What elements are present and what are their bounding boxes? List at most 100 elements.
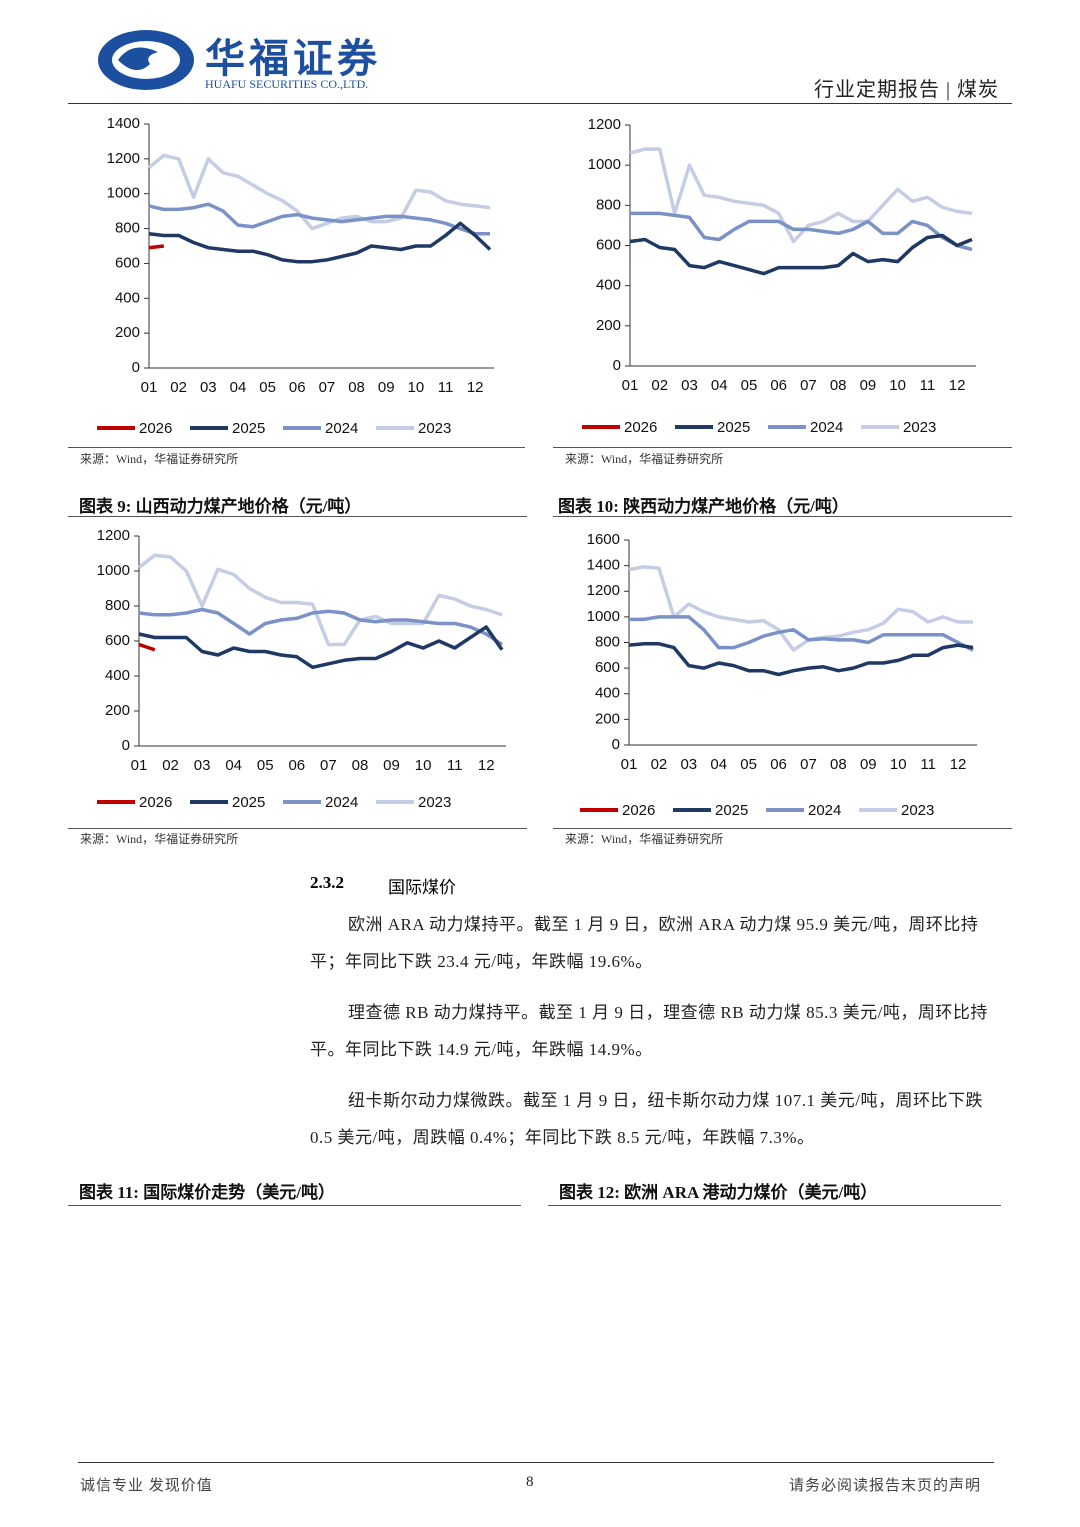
x-tick-label: 08 (830, 756, 847, 773)
rule (553, 828, 1012, 829)
paragraph: 纽卡斯尔动力煤微跌。截至 1 月 9 日，纽卡斯尔动力煤 107.1 美元/吨，… (310, 1091, 983, 1147)
footer-right: 请务必阅读报告末页的声明 (789, 1478, 982, 1494)
y-tick-label: 400 (105, 667, 130, 684)
x-tick-label: 07 (800, 377, 817, 394)
rule (68, 516, 527, 517)
series-line (630, 211, 973, 252)
y-tick-label: 1200 (107, 150, 140, 167)
x-tick-label: 11 (920, 377, 936, 394)
x-tick-label: 09 (860, 377, 877, 394)
x-tick-label: 02 (651, 377, 668, 394)
rule (553, 447, 1012, 448)
y-tick-label: 1600 (587, 531, 620, 548)
series-line (137, 553, 503, 647)
legend-label: 2025 (715, 802, 748, 819)
x-tick-label: 10 (415, 757, 432, 774)
x-tick-label: 11 (920, 756, 936, 773)
y-tick-label: 0 (132, 359, 140, 376)
y-tick-label: 1400 (107, 115, 140, 132)
source: 来源：Wind，华福证券研究所 (565, 452, 724, 466)
legend-label: 2026 (624, 419, 657, 436)
y-tick-label: 0 (613, 357, 621, 374)
y-tick-label: 600 (115, 254, 140, 271)
page-number: 8 (526, 1474, 534, 1490)
x-tick-label: 03 (681, 377, 698, 394)
x-tick-label: 10 (890, 756, 907, 773)
legend-label: 2023 (903, 419, 936, 436)
rule (553, 516, 1012, 517)
x-tick-label: 04 (711, 377, 728, 394)
y-tick-label: 400 (595, 685, 620, 702)
x-tick-label: 02 (162, 757, 179, 774)
series-line (628, 565, 973, 652)
x-tick-label: 01 (621, 756, 638, 773)
x-tick-label: 07 (319, 379, 336, 396)
legend-label: 2025 (717, 419, 750, 436)
x-tick-label: 05 (741, 377, 758, 394)
x-tick-label: 10 (408, 379, 425, 396)
x-tick-label: 01 (622, 377, 639, 394)
x-tick-label: 06 (288, 757, 305, 774)
x-tick-label: 03 (200, 379, 217, 396)
x-tick-label: 11 (447, 757, 463, 774)
legend-label: 2024 (808, 802, 841, 819)
y-tick-label: 800 (596, 196, 621, 213)
legend-label: 2025 (232, 420, 265, 437)
legend-label: 2026 (622, 802, 655, 819)
y-tick-label: 400 (596, 277, 621, 294)
paragraph: 欧洲 ARA 动力煤持平。截至 1 月 9 日，欧洲 ARA 动力煤 95.9 … (310, 915, 979, 971)
logo (98, 30, 194, 90)
y-tick-label: 200 (596, 317, 621, 334)
x-tick-label: 02 (170, 379, 187, 396)
x-tick-label: 09 (860, 756, 877, 773)
legend-label: 2023 (418, 420, 451, 437)
source: 来源：Wind，华福证券研究所 (565, 832, 724, 846)
y-tick-label: 800 (105, 597, 130, 614)
paragraph: 理查德 RB 动力煤持平。截至 1 月 9 日，理查德 RB 动力煤 85.3 … (310, 1003, 988, 1059)
figure-title: 图表 9: 山西动力煤产地价格（元/吨） (79, 497, 362, 516)
series-line (147, 153, 491, 231)
y-tick-label: 1000 (588, 156, 621, 173)
rule (68, 1205, 521, 1206)
logo-cn: 华福证券 (205, 36, 381, 81)
legend-label: 2026 (139, 420, 172, 437)
legend-label: 2026 (139, 794, 172, 811)
x-tick-label: 01 (131, 757, 148, 774)
rule (68, 447, 525, 448)
footer-rule (78, 1462, 994, 1463)
section-title: 国际煤价 (388, 878, 456, 897)
x-tick-label: 11 (438, 379, 454, 396)
source: 来源：Wind，华福证券研究所 (80, 452, 239, 466)
series-line (148, 244, 164, 250)
x-tick-label: 06 (770, 377, 787, 394)
legend-label: 2024 (325, 420, 358, 437)
x-tick-label: 08 (352, 757, 369, 774)
legend-label: 2025 (232, 794, 265, 811)
x-tick-label: 04 (230, 379, 247, 396)
x-tick-label: 12 (467, 379, 484, 396)
x-tick-label: 06 (770, 756, 787, 773)
y-tick-label: 0 (122, 737, 130, 754)
x-tick-label: 07 (800, 756, 817, 773)
y-tick-label: 1000 (587, 608, 620, 625)
x-tick-label: 06 (289, 379, 306, 396)
figure-title: 图表 10: 陕西动力煤产地价格（元/吨） (558, 497, 849, 516)
y-tick-label: 400 (115, 289, 140, 306)
section-number: 2.3.2 (310, 873, 344, 892)
legend-label: 2023 (901, 802, 934, 819)
x-tick-label: 04 (225, 757, 242, 774)
y-tick-label: 800 (595, 633, 620, 650)
x-tick-label: 08 (830, 377, 847, 394)
report-type: 行业定期报告 | 煤炭 (814, 79, 1000, 101)
y-tick-label: 1000 (97, 562, 130, 579)
y-tick-label: 1200 (97, 527, 130, 544)
series-line (148, 221, 492, 264)
y-tick-label: 200 (105, 702, 130, 719)
rule (68, 828, 527, 829)
series-line (629, 147, 973, 244)
y-tick-label: 1200 (587, 582, 620, 599)
source: 来源：Wind，华福证券研究所 (80, 832, 239, 846)
rule (548, 1205, 1001, 1206)
series-line (138, 607, 503, 646)
